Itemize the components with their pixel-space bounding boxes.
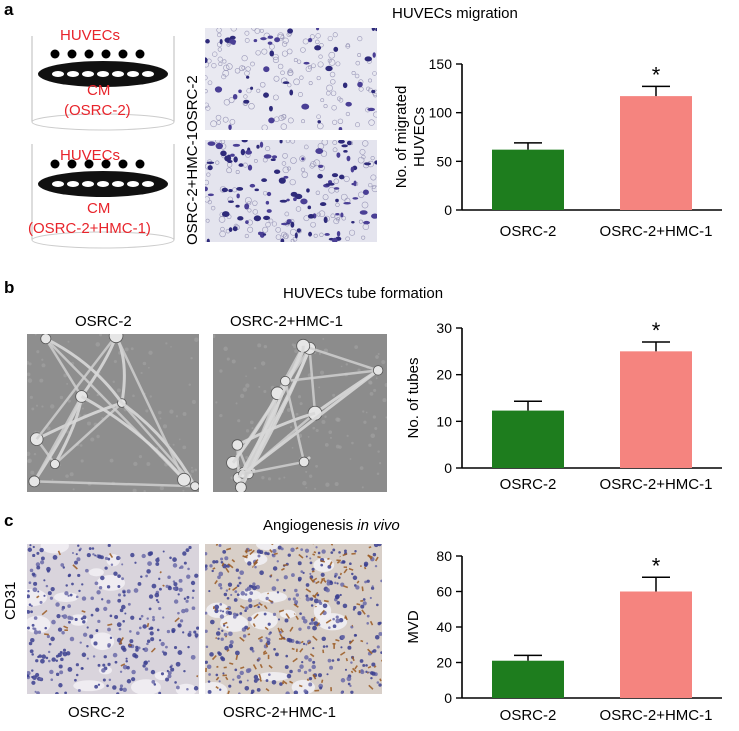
cd31-label: CD31 xyxy=(2,582,19,620)
panel-a-title: HUVECs migration xyxy=(392,5,518,22)
tube-formation-micrograph-osrc2-hmc1 xyxy=(213,334,387,492)
y-tick-label: 0 xyxy=(444,202,452,218)
cd31-image-label-osrc2: OSRC-2 xyxy=(68,704,125,721)
y-tick-label: 150 xyxy=(429,56,453,72)
significance-marker: * xyxy=(652,318,661,343)
y-tick-label: 80 xyxy=(436,548,452,564)
cd31-micrograph-osrc2 xyxy=(27,544,199,694)
y-tick-label: 100 xyxy=(429,105,453,121)
panel-letter-c: c xyxy=(4,511,13,531)
huvec-cells-dots-1 xyxy=(51,50,145,59)
y-tick-label: 50 xyxy=(436,153,452,169)
y-axis-title: No. of migrated xyxy=(393,86,410,189)
schematic-1-cm-label: CM xyxy=(87,82,110,99)
y-tick-label: 0 xyxy=(444,690,452,706)
y-tick-label: 30 xyxy=(436,320,452,336)
x-category-label: OSRC-2+HMC-1 xyxy=(600,707,713,724)
y-tick-label: 60 xyxy=(436,584,452,600)
panel-b-title: HUVECs tube formation xyxy=(283,285,443,302)
schematic-2-cells-label: HUVECs xyxy=(60,147,120,164)
significance-marker: * xyxy=(652,62,661,87)
tube-formation-micrograph-osrc2 xyxy=(27,334,199,492)
x-category-label: OSRC-2 xyxy=(500,476,557,493)
y-tick-label: 20 xyxy=(436,655,452,671)
bar-osrc2-hmc1 xyxy=(620,96,692,210)
schematic-1-group-label: (OSRC-2) xyxy=(64,102,131,119)
significance-marker: * xyxy=(652,553,661,578)
panel-c-title-italic: in vivo xyxy=(357,517,400,534)
y-axis-title: HUVECs xyxy=(411,107,428,167)
y-tick-label: 20 xyxy=(436,367,452,383)
panel-letter-a: a xyxy=(4,0,13,20)
chart-mvd: 0 20 40 60 80 MVD OSRC-2 * OSRC-2+HMC-1 xyxy=(392,548,737,726)
y-tick-label: 40 xyxy=(436,619,452,635)
bar-osrc2-hmc1 xyxy=(620,592,692,699)
panel-c-title-main: Angiogenesis xyxy=(263,517,357,534)
y-axis-title: MVD xyxy=(405,610,422,644)
bar-osrc2 xyxy=(492,150,564,210)
panel-c-title: Angiogenesis in vivo xyxy=(263,517,400,534)
row-label-osrc2: OSRC-2 xyxy=(184,75,201,132)
x-category-label: OSRC-2 xyxy=(500,223,557,240)
tube-image-label-osrc2: OSRC-2 xyxy=(75,313,132,330)
x-category-label: OSRC-2 xyxy=(500,707,557,724)
bar-osrc2-hmc1 xyxy=(620,351,692,468)
bar-osrc2 xyxy=(492,661,564,698)
y-tick-label: 0 xyxy=(444,460,452,476)
tube-image-label-osrc2-hmc1: OSRC-2+HMC-1 xyxy=(230,313,343,330)
x-category-label: OSRC-2+HMC-1 xyxy=(600,476,713,493)
row-label-osrc2-hmc1: OSRC-2+HMC-1 xyxy=(184,132,201,245)
y-axis-title: No. of tubes xyxy=(405,358,422,439)
schematic-1-cells-label: HUVECs xyxy=(60,27,120,44)
schematic-2-group-label: (OSRC-2+HMC-1) xyxy=(28,220,151,237)
panel-letter-b: b xyxy=(4,278,14,298)
schematic-2-cm-label: CM xyxy=(87,200,110,217)
y-tick-label: 10 xyxy=(436,413,452,429)
x-category-label: OSRC-2+HMC-1 xyxy=(600,223,713,240)
cd31-micrograph-osrc2-hmc1 xyxy=(205,544,382,694)
migration-micrograph-osrc2-hmc1 xyxy=(205,140,377,242)
cd31-image-label-osrc2-hmc1: OSRC-2+HMC-1 xyxy=(223,704,336,721)
bar-osrc2 xyxy=(492,411,564,468)
chart-tubes: 0 10 20 30 No. of tubes OSRC-2 * OSRC-2+HMC-1 xyxy=(392,315,737,495)
migration-micrograph-osrc2 xyxy=(205,28,377,130)
